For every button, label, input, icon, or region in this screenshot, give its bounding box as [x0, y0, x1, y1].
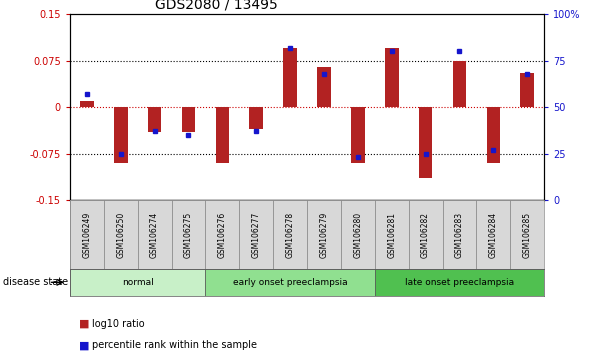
- Text: GSM106282: GSM106282: [421, 212, 430, 257]
- Bar: [375, 200, 409, 269]
- Bar: [137, 200, 171, 269]
- Bar: [375, 269, 544, 296]
- Text: early onset preeclampsia: early onset preeclampsia: [233, 278, 347, 287]
- Bar: [273, 200, 307, 269]
- Text: GSM106275: GSM106275: [184, 211, 193, 258]
- Text: disease state: disease state: [3, 277, 68, 287]
- Bar: [341, 200, 375, 269]
- Text: late onset preeclampsia: late onset preeclampsia: [405, 278, 514, 287]
- Bar: [317, 67, 331, 107]
- Bar: [351, 107, 365, 163]
- Text: normal: normal: [122, 278, 154, 287]
- Bar: [240, 200, 273, 269]
- Text: ■: ■: [79, 340, 89, 350]
- Bar: [443, 200, 477, 269]
- Bar: [409, 200, 443, 269]
- Bar: [307, 200, 341, 269]
- Bar: [216, 107, 229, 163]
- Text: GSM106281: GSM106281: [387, 212, 396, 257]
- Text: GSM106249: GSM106249: [82, 211, 91, 258]
- Text: log10 ratio: log10 ratio: [92, 319, 145, 329]
- Text: GSM106285: GSM106285: [523, 211, 532, 258]
- Bar: [453, 61, 466, 107]
- Bar: [104, 200, 137, 269]
- Bar: [80, 101, 94, 107]
- Text: ■: ■: [79, 319, 89, 329]
- Bar: [206, 200, 240, 269]
- Text: GSM106279: GSM106279: [319, 211, 328, 258]
- Text: GSM106274: GSM106274: [150, 211, 159, 258]
- Bar: [477, 200, 510, 269]
- Bar: [249, 107, 263, 129]
- Bar: [283, 48, 297, 107]
- Bar: [206, 269, 375, 296]
- Text: GSM106283: GSM106283: [455, 211, 464, 258]
- Bar: [70, 269, 206, 296]
- Text: GDS2080 / 13495: GDS2080 / 13495: [155, 0, 278, 12]
- Bar: [114, 107, 128, 163]
- Text: GSM106280: GSM106280: [353, 211, 362, 258]
- Bar: [510, 200, 544, 269]
- Bar: [486, 107, 500, 163]
- Text: GSM106276: GSM106276: [218, 211, 227, 258]
- Text: GSM106250: GSM106250: [116, 211, 125, 258]
- Bar: [171, 200, 206, 269]
- Text: GSM106278: GSM106278: [286, 211, 295, 258]
- Bar: [182, 107, 195, 132]
- Bar: [385, 48, 398, 107]
- Bar: [419, 107, 432, 178]
- Text: percentile rank within the sample: percentile rank within the sample: [92, 340, 257, 350]
- Text: GSM106277: GSM106277: [252, 211, 261, 258]
- Text: GSM106284: GSM106284: [489, 211, 498, 258]
- Bar: [148, 107, 161, 132]
- Bar: [70, 200, 104, 269]
- Bar: [520, 73, 534, 107]
